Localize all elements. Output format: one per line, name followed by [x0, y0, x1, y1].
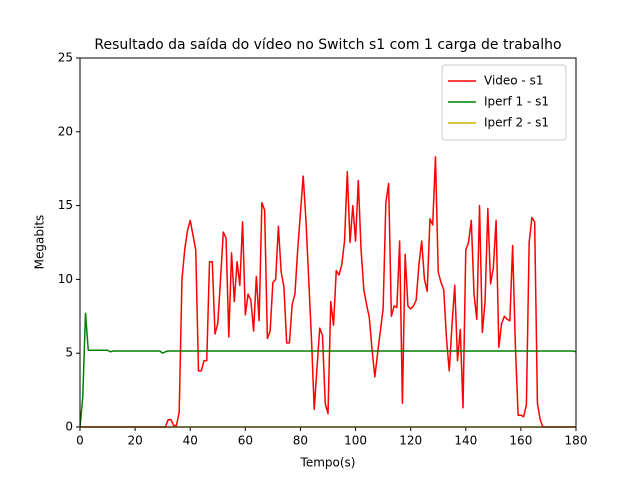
legend-label: Video - s1	[484, 74, 543, 88]
x-tick-label: 20	[127, 434, 142, 448]
y-tick-label: 5	[65, 346, 73, 360]
x-tick-label: 160	[509, 434, 532, 448]
x-tick-label: 120	[399, 434, 422, 448]
x-tick-label: 180	[565, 434, 588, 448]
series-line	[79, 312, 577, 428]
y-tick-label: 25	[58, 51, 73, 65]
y-tick-label: 15	[58, 198, 73, 212]
y-tick-label: 0	[65, 420, 73, 434]
x-tick-label: 0	[76, 434, 84, 448]
x-tick-label: 140	[454, 434, 477, 448]
plot-frame	[79, 57, 577, 428]
legend-box	[441, 64, 567, 141]
x-tick-label: 80	[293, 434, 308, 448]
chart-title: Resultado da saída do vídeo no Switch s1…	[94, 37, 561, 53]
y-axis-label: Megabits	[33, 215, 47, 270]
legend-label: Iperf 1 - s1	[484, 95, 549, 109]
y-tick-label: 10	[58, 272, 73, 286]
x-tick-label: 40	[183, 434, 198, 448]
y-tick-label: 20	[58, 124, 73, 138]
x-axis-label: Tempo(s)	[300, 456, 356, 470]
x-tick-label: 100	[344, 434, 367, 448]
legend-label: Iperf 2 - s1	[484, 116, 549, 130]
x-tick-label: 60	[238, 434, 253, 448]
